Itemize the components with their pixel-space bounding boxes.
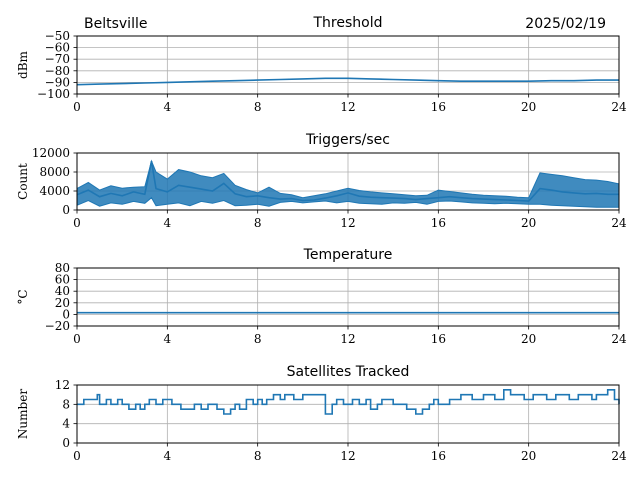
x-tick-label: 4 [164, 216, 172, 230]
y-tick-label: −50 [45, 29, 70, 43]
y-tick-label: 12000 [32, 146, 70, 160]
x-tick-label: 20 [521, 216, 536, 230]
x-tick-label: 8 [254, 332, 262, 346]
x-tick-label: 16 [431, 332, 446, 346]
y-tick-label: 40 [55, 284, 70, 298]
x-tick-label: 20 [521, 100, 536, 114]
x-tick-label: 4 [164, 332, 172, 346]
y-tick-label: −90 [45, 75, 70, 89]
threshold-panel: 0 4 8 12 16 20 24 −100−90−80−70−60−50 Threshold d… [16, 15, 627, 114]
x-tick-label: 24 [611, 449, 627, 463]
x-tick-label: 24 [611, 332, 627, 346]
x-tick-label: 20 [521, 332, 536, 346]
x-tick-label: 4 [164, 449, 172, 463]
y-tick-label: 4 [62, 417, 70, 431]
panel-title: Triggers/sec [305, 132, 390, 148]
x-tick-label: 24 [611, 100, 627, 114]
y-tick-label: 0 [62, 307, 70, 321]
x-tick-label: 0 [73, 100, 81, 114]
x-tick-label: 12 [340, 216, 355, 230]
y-tick-label: 8000 [39, 165, 70, 179]
report-date: 2025/02/19 [525, 16, 606, 32]
y-tick-label: 60 [55, 273, 70, 287]
panel-title: Temperature [303, 247, 393, 263]
triggers-panel: 0 4 8 12 16 20 24 0 4000 8000 12000 Triggers/sec Cou… [16, 132, 627, 230]
y-tick-label: −100 [37, 87, 70, 101]
y-tick-label: 80 [55, 261, 70, 275]
y-tick-label: −70 [45, 52, 70, 66]
series-line [77, 389, 620, 415]
panel-title: Threshold [313, 15, 383, 31]
x-tick-label: 12 [340, 332, 355, 346]
x-tick-label: 12 [340, 449, 355, 463]
y-tick-label: 12 [55, 378, 70, 392]
y-axis-label: Number [16, 389, 30, 439]
x-tick-label: 16 [431, 449, 446, 463]
y-axis-label: °C [16, 289, 30, 304]
series-line [76, 77, 619, 86]
x-tick-label: 8 [254, 100, 262, 114]
y-tick-label: 8 [62, 397, 70, 411]
x-tick-label: 0 [73, 216, 81, 230]
y-tick-label: 0 [62, 203, 70, 217]
y-tick-label: −80 [45, 64, 70, 78]
series-line [76, 160, 619, 202]
y-tick-label: 20 [55, 296, 70, 310]
x-tick-label: 24 [611, 216, 627, 230]
x-tick-label: 12 [340, 100, 355, 114]
x-tick-label: 0 [73, 449, 81, 463]
y-tick-label: −20 [45, 319, 70, 333]
x-tick-label: 20 [521, 449, 536, 463]
x-tick-label: 16 [431, 216, 446, 230]
y-tick-label: −60 [45, 41, 70, 55]
x-tick-label: 8 [254, 216, 262, 230]
y-axis-label: Count [16, 163, 30, 200]
x-tick-label: 8 [254, 449, 262, 463]
x-tick-label: 0 [73, 332, 81, 346]
y-tick-label: 4000 [39, 184, 70, 198]
x-tick-label: 16 [431, 100, 446, 114]
y-axis-label: dBm [16, 50, 30, 79]
x-tick-label: 4 [164, 100, 172, 114]
panel-title: Satellites Tracked [287, 364, 410, 380]
satellites-panel: 0 4 8 12 16 20 24 0 4 8 12 Satellites Tracked Number [16, 364, 627, 463]
site-name: Beltsville [84, 16, 147, 32]
y-tick-label: 0 [62, 436, 70, 450]
